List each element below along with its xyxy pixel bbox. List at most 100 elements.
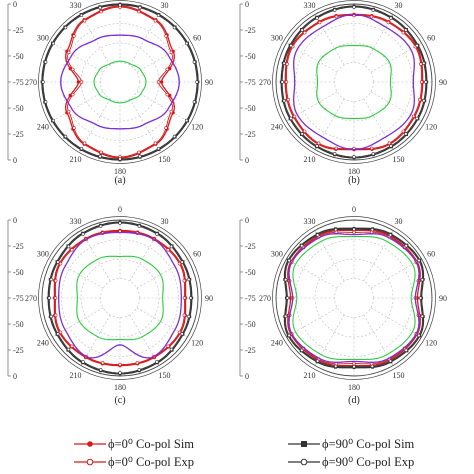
angle-label: 240 <box>37 123 49 132</box>
grid-circle <box>100 62 140 102</box>
series-marker <box>70 248 74 252</box>
angle-label: 120 <box>425 339 437 348</box>
series-marker <box>182 279 186 283</box>
angle-label: 270 <box>25 294 37 303</box>
series-marker <box>177 261 182 266</box>
series-marker <box>99 224 103 228</box>
angle-label: 120 <box>191 339 203 348</box>
series-marker <box>333 364 338 369</box>
series-marker <box>153 19 158 23</box>
radial-tick-label: -25 <box>245 130 256 139</box>
angle-label: 120 <box>425 123 437 132</box>
series-marker <box>352 364 356 369</box>
radial-tick-label: 0 <box>13 216 17 225</box>
series-marker <box>43 100 48 104</box>
series-marker <box>66 50 71 55</box>
series-marker <box>334 146 338 151</box>
series-marker <box>164 126 168 130</box>
series-marker <box>98 154 102 159</box>
outer-ring <box>272 216 436 380</box>
series-marker <box>137 224 141 228</box>
radial-tick-label: -25 <box>13 242 24 251</box>
grid-spoke <box>363 98 394 150</box>
angle-label: 30 <box>161 217 169 226</box>
series-marker <box>283 314 288 319</box>
outer-ring <box>38 216 202 380</box>
angle-label: 330 <box>304 217 316 226</box>
grid-circle <box>295 239 413 357</box>
angle-label: 300 <box>271 250 283 259</box>
polar-panel-b: 0 30 60 90 120 150 180 210 240 270 300 330 0 -25 -50 -7… <box>239 0 447 186</box>
grid-circle <box>61 239 179 357</box>
series-marker <box>284 80 289 84</box>
angle-label: 240 <box>271 339 283 348</box>
radial-tick-label: -25 <box>13 130 24 139</box>
series-marker <box>43 60 48 64</box>
series-marker <box>54 313 58 317</box>
grid-spoke <box>52 42 104 73</box>
series-marker <box>303 31 307 35</box>
series-line-2 <box>285 14 423 150</box>
series-marker <box>315 144 319 148</box>
series-marker <box>420 277 425 282</box>
series-marker <box>169 347 174 352</box>
series-marker <box>182 296 187 300</box>
angle-label: 330 <box>70 217 82 226</box>
series-marker <box>401 31 405 35</box>
grid-circle <box>295 23 413 141</box>
legend-label: ϕ=90⁰ Co-pol Exp <box>322 455 415 469</box>
series-marker <box>287 333 291 338</box>
series-marker <box>56 332 60 336</box>
panel-label: (c) <box>114 395 125 406</box>
angle-label: 300 <box>37 250 49 259</box>
series-marker <box>135 361 140 365</box>
grid-spoke <box>136 42 188 73</box>
angle-label: 30 <box>395 1 403 10</box>
series-marker <box>172 134 177 139</box>
grid-circle <box>80 42 160 122</box>
series-marker <box>58 261 63 266</box>
angle-label: 300 <box>37 34 49 43</box>
radial-tick-label: -75 <box>13 78 24 87</box>
series-marker <box>334 15 339 19</box>
series-marker <box>63 134 68 139</box>
angle-label: 210 <box>70 371 82 380</box>
outer-circle <box>41 219 199 377</box>
series-marker <box>352 361 356 366</box>
polar-panel-d: 0 30 60 90 120 150 180 210 240 270 300 330 0 -25 -50 -7… <box>239 205 447 406</box>
angle-label: 180 <box>114 383 126 392</box>
radial-tick-label: -75 <box>245 294 256 303</box>
series-marker <box>156 146 161 151</box>
series-marker <box>118 3 122 7</box>
series-marker <box>282 61 286 65</box>
angle-label: 240 <box>271 123 283 132</box>
series-marker <box>289 43 293 48</box>
grid-spoke <box>370 42 422 73</box>
radial-tick-label: 0 <box>245 372 249 381</box>
series-marker <box>182 313 186 317</box>
series-marker <box>292 114 297 119</box>
angle-label: 150 <box>159 371 171 380</box>
angle-label: 90 <box>205 78 213 87</box>
series-marker <box>155 232 159 236</box>
angle-label: 30 <box>395 217 403 226</box>
radial-tick-label: -50 <box>245 320 256 329</box>
series-marker <box>192 60 197 64</box>
series-marker <box>79 13 84 18</box>
series-marker <box>369 15 374 19</box>
series-marker <box>169 50 174 55</box>
series-marker <box>177 330 182 335</box>
series-marker <box>180 260 184 264</box>
radial-tick-label: -50 <box>13 52 24 61</box>
grid-spoke <box>370 258 422 289</box>
series-marker <box>180 332 184 336</box>
series-marker <box>389 16 393 20</box>
series-marker <box>192 100 197 104</box>
grid-spoke <box>370 307 422 338</box>
outer-circle <box>275 3 433 161</box>
series-marker <box>99 9 103 14</box>
radial-tick-label: -75 <box>245 78 256 87</box>
angle-label: 90 <box>205 294 213 303</box>
angle-label: 180 <box>114 167 126 176</box>
series-marker <box>404 348 408 352</box>
